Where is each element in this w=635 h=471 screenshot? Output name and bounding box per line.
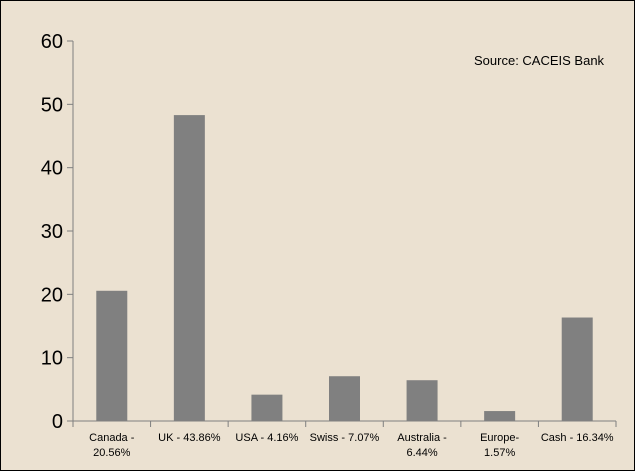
bars	[96, 115, 593, 421]
y-tick-label: 60	[41, 31, 63, 53]
category-label-4: Swiss - 7.07%	[310, 432, 380, 444]
category-label-5: Australia - 6.44%	[397, 432, 447, 459]
category-label-line: Canada -	[89, 432, 135, 444]
category-label-1: Canada - 20.56%	[89, 432, 135, 459]
bar-3	[251, 394, 283, 421]
y-axis: 0 10 20 30 40 50 60	[41, 31, 74, 433]
category-label-line: Australia -	[397, 432, 447, 444]
category-label-line: 1.57%	[484, 447, 515, 459]
category-label-line: UK - 43.86%	[158, 432, 221, 444]
y-tick-label: 30	[41, 221, 63, 243]
bar-6	[484, 411, 516, 421]
category-label-7: Cash - 16.34%	[541, 432, 614, 444]
bar-5	[406, 380, 438, 421]
category-label-line: Europe-	[480, 432, 519, 444]
x-axis	[72, 420, 617, 427]
category-label-3: USA - 4.16%	[235, 432, 298, 444]
category-label-line: Cash - 16.34%	[541, 432, 614, 444]
category-label-line: 20.56%	[93, 447, 131, 459]
category-label-line: Swiss - 7.07%	[310, 432, 380, 444]
y-tick-label: 10	[41, 348, 63, 370]
category-label-line: USA - 4.16%	[235, 432, 298, 444]
y-tick-label: 20	[41, 284, 63, 306]
y-tick-label: 0	[52, 411, 63, 433]
y-tick-label: 50	[41, 94, 63, 116]
bar-2	[173, 115, 205, 421]
bar-7	[561, 317, 593, 421]
source-annotation: Source: CACEIS Bank	[474, 53, 605, 68]
y-tick-label: 40	[41, 158, 63, 180]
bar-1	[96, 290, 128, 421]
category-labels: Canada - 20.56% UK - 43.86% USA - 4.16% Swis…	[89, 432, 614, 459]
category-label-2: UK - 43.86%	[158, 432, 221, 444]
category-label-line: 6.44%	[406, 447, 437, 459]
bar-4	[329, 376, 360, 421]
category-label-6: Europe- 1.57%	[480, 432, 519, 459]
